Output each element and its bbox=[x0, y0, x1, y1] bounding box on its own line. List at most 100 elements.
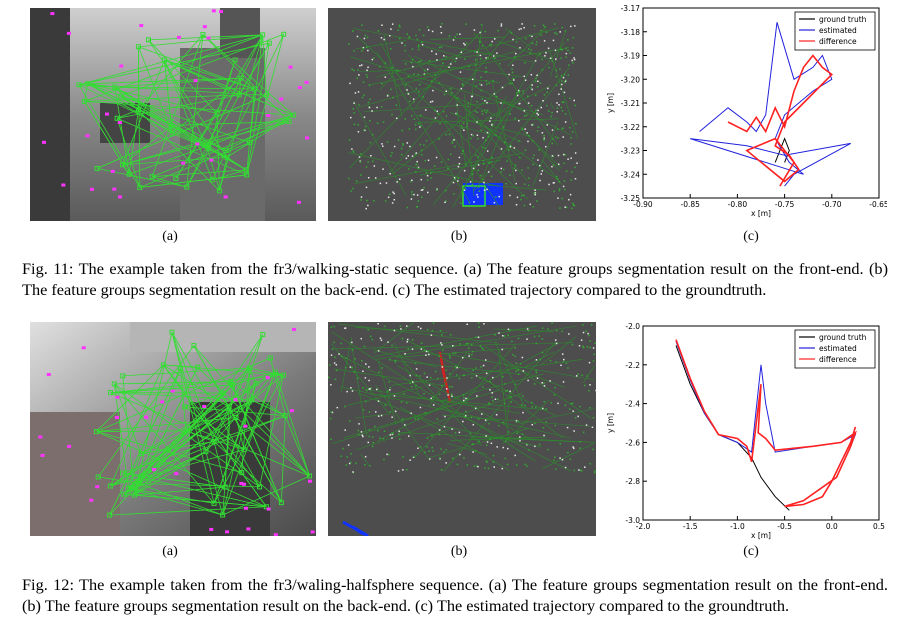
map-point bbox=[492, 399, 494, 402]
map-point bbox=[346, 456, 348, 458]
map-point bbox=[399, 325, 402, 327]
map-point bbox=[572, 446, 574, 448]
map-point bbox=[422, 95, 424, 98]
map-point bbox=[450, 63, 452, 65]
map-point bbox=[490, 43, 492, 46]
map-point bbox=[553, 190, 556, 193]
map-point bbox=[456, 97, 459, 99]
map-point bbox=[482, 178, 484, 181]
map-point bbox=[568, 64, 570, 66]
map-point bbox=[482, 348, 485, 350]
y-tick-label: -2.6 bbox=[625, 438, 640, 447]
map-point bbox=[547, 328, 549, 330]
map-point bbox=[421, 189, 424, 191]
map-point bbox=[507, 431, 510, 433]
map-point bbox=[541, 327, 544, 329]
map-point bbox=[571, 171, 573, 173]
map-point bbox=[573, 99, 575, 102]
feature-node bbox=[168, 122, 174, 128]
feature-point bbox=[305, 136, 310, 140]
map-point bbox=[592, 347, 595, 349]
map-point bbox=[565, 52, 568, 55]
map-point bbox=[509, 390, 511, 393]
map-point bbox=[365, 166, 368, 168]
map-point bbox=[555, 69, 557, 72]
map-point bbox=[406, 89, 408, 91]
map-edge bbox=[443, 341, 557, 472]
feature-edge bbox=[84, 34, 263, 102]
map-point bbox=[351, 366, 353, 369]
map-point bbox=[533, 383, 536, 385]
map-point bbox=[464, 58, 466, 60]
map-point bbox=[419, 406, 422, 409]
map-edge bbox=[484, 346, 592, 419]
map-point bbox=[554, 49, 557, 52]
map-point bbox=[409, 145, 411, 148]
feature-edge bbox=[219, 157, 228, 191]
feature-node bbox=[266, 40, 272, 46]
map-point bbox=[497, 398, 499, 401]
map-point bbox=[488, 423, 490, 425]
map-point bbox=[481, 98, 483, 100]
map-point bbox=[363, 129, 365, 131]
feature-edge bbox=[84, 101, 130, 175]
map-point bbox=[368, 411, 371, 413]
map-point bbox=[369, 464, 371, 467]
map-point bbox=[534, 60, 537, 62]
feature-node bbox=[76, 82, 82, 88]
map-point bbox=[426, 446, 428, 448]
map-point bbox=[517, 373, 520, 375]
feature-edge bbox=[163, 364, 243, 473]
map-point bbox=[440, 469, 443, 471]
map-point bbox=[387, 390, 389, 392]
map-edge bbox=[362, 388, 520, 414]
feature-edge bbox=[238, 78, 242, 95]
map-point bbox=[465, 410, 467, 413]
map-point bbox=[426, 174, 429, 177]
map-point bbox=[383, 458, 385, 461]
map-point bbox=[525, 37, 527, 40]
map-point bbox=[522, 92, 525, 95]
map-point bbox=[554, 386, 556, 389]
map-point bbox=[415, 384, 417, 387]
map-point bbox=[485, 460, 488, 462]
map-point bbox=[593, 353, 596, 356]
map-point bbox=[432, 322, 435, 324]
map-point bbox=[374, 177, 377, 179]
map-point bbox=[452, 457, 454, 460]
map-point bbox=[464, 44, 466, 46]
feature-point bbox=[176, 35, 181, 39]
map-point bbox=[453, 139, 455, 141]
map-point bbox=[570, 25, 572, 28]
feature-node bbox=[184, 184, 190, 190]
map-point bbox=[562, 136, 564, 138]
map-point bbox=[373, 199, 375, 202]
feature-edge bbox=[224, 407, 230, 488]
map-point bbox=[565, 79, 567, 82]
map-point bbox=[427, 191, 429, 194]
map-point bbox=[391, 152, 393, 154]
map-point bbox=[389, 434, 392, 436]
map-point bbox=[585, 424, 588, 426]
map-edge bbox=[406, 339, 557, 417]
map-edge bbox=[414, 118, 560, 123]
map-point bbox=[417, 166, 420, 169]
map-point bbox=[460, 87, 463, 90]
map-point bbox=[578, 469, 580, 471]
feature-edge bbox=[138, 46, 173, 134]
map-point bbox=[440, 448, 442, 450]
map-point bbox=[358, 433, 360, 436]
feature-point bbox=[67, 444, 72, 448]
map-point bbox=[367, 329, 369, 331]
feature-point bbox=[289, 409, 294, 413]
feature-node bbox=[112, 84, 118, 90]
map-point bbox=[568, 198, 570, 201]
map-point bbox=[369, 119, 371, 122]
map-edge bbox=[357, 392, 443, 427]
feature-point bbox=[112, 187, 117, 191]
map-point bbox=[534, 94, 537, 97]
map-point bbox=[393, 198, 396, 201]
map-point bbox=[504, 440, 507, 442]
map-point bbox=[557, 163, 560, 166]
map-point bbox=[569, 97, 571, 100]
